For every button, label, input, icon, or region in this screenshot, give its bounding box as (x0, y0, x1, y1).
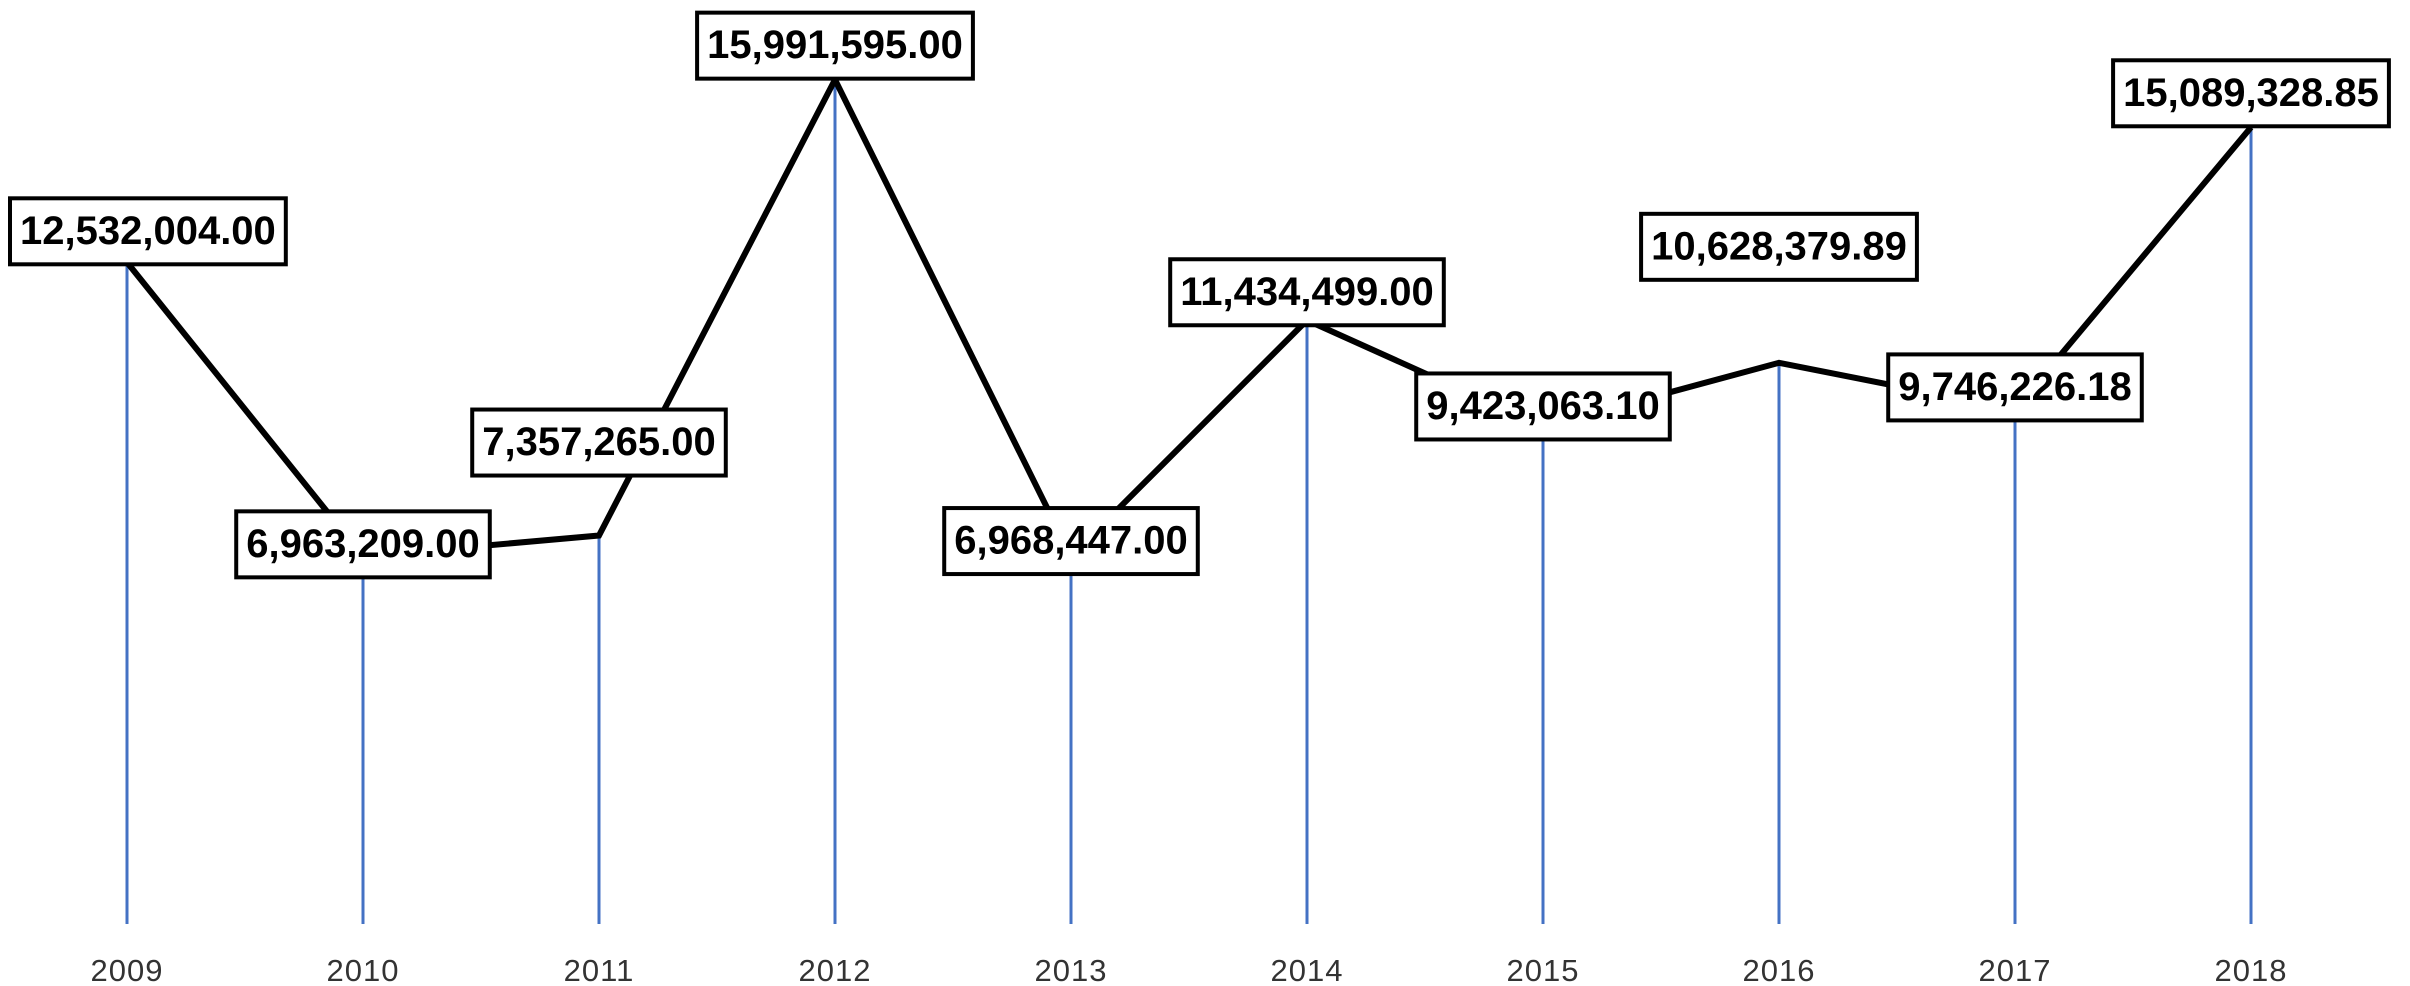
data-label-text: 6,968,447.00 (954, 519, 1188, 563)
x-tick-label: 2009 (91, 953, 164, 986)
data-label: 9,423,063.10 (1414, 371, 1672, 442)
x-tick-label: 2016 (1743, 953, 1816, 986)
drop-lines (125, 79, 2253, 924)
data-label-text: 7,357,265.00 (482, 420, 716, 464)
data-label-box (8, 196, 288, 267)
x-tick-label: 2012 (799, 953, 872, 986)
data-label-box (695, 10, 975, 81)
x-tick-label: 2014 (1271, 953, 1344, 986)
data-label-box (234, 509, 492, 580)
data-label: 12,532,004.00 (8, 196, 288, 267)
data-label-box (470, 407, 728, 478)
data-label-box (1168, 257, 1446, 328)
data-labels: 12,532,004.00 6,963,209.00 7,357,265.00 15,… (8, 10, 2391, 580)
x-tick-label: 2015 (1507, 953, 1580, 986)
data-label-text: 15,991,595.00 (707, 23, 963, 67)
data-label-text: 10,628,379.89 (1651, 224, 1907, 268)
data-label-box (942, 506, 1200, 577)
data-label-text: 9,423,063.10 (1426, 384, 1660, 428)
data-label: 15,991,595.00 (695, 10, 975, 81)
data-label-box (1639, 211, 1919, 282)
data-label-text: 12,532,004.00 (20, 209, 276, 253)
data-label: 11,434,499.00 (1168, 257, 1446, 328)
data-label-text: 9,746,226.18 (1898, 365, 2132, 409)
data-label: 7,357,265.00 (470, 407, 728, 478)
data-label-box (2111, 58, 2391, 129)
x-tick-label: 2013 (1035, 953, 1108, 986)
data-label-text: 11,434,499.00 (1180, 270, 1434, 314)
data-label-box (1886, 352, 2144, 423)
data-label: 6,968,447.00 (942, 506, 1200, 577)
data-label: 10,628,379.89 (1639, 211, 1919, 282)
data-label: 9,746,226.18 (1886, 352, 2144, 423)
x-tick-label: 2018 (2215, 953, 2288, 986)
data-label-box (1414, 371, 1672, 442)
x-tick-label: 2010 (327, 953, 400, 986)
x-tick-label: 2017 (1979, 953, 2052, 986)
x-tick-label: 2011 (564, 953, 635, 986)
data-label-text: 6,963,209.00 (246, 522, 480, 566)
data-label-text: 15,089,328.85 (2123, 71, 2379, 115)
data-label: 6,963,209.00 (234, 509, 492, 580)
data-label: 15,089,328.85 (2111, 58, 2391, 129)
